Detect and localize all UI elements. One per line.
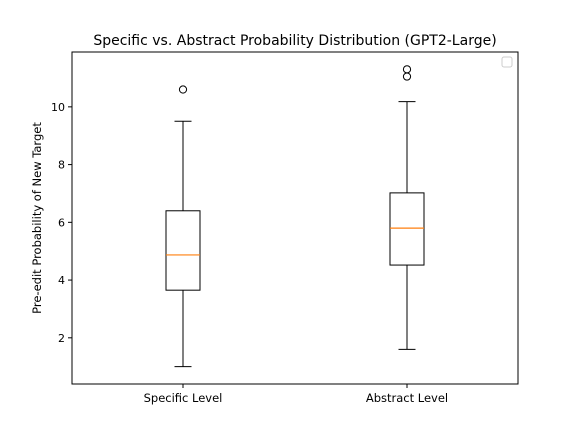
iqr-box (165, 210, 201, 291)
plot-area: 2 4 6 8 10 Specific Level Abstract Level (51, 65, 448, 405)
x-tick-label: Specific Level (144, 391, 223, 405)
outlier-point (402, 65, 412, 74)
axes-frame (71, 51, 519, 385)
legend-box (501, 56, 513, 68)
y-tick-label: 4 (58, 274, 65, 287)
chart-title: Specific vs. Abstract Probability Distri… (93, 33, 496, 49)
iqr-box (389, 192, 425, 266)
outlier-point (178, 85, 188, 94)
y-tick-label: 6 (58, 216, 65, 229)
x-tick-label: Abstract Level (366, 391, 448, 405)
y-tick-label: 8 (58, 159, 65, 172)
y-tick-label: 10 (51, 101, 65, 114)
y-tick-label: 2 (58, 332, 65, 345)
y-axis-label: Pre-edit Probability of New Target (30, 122, 44, 314)
